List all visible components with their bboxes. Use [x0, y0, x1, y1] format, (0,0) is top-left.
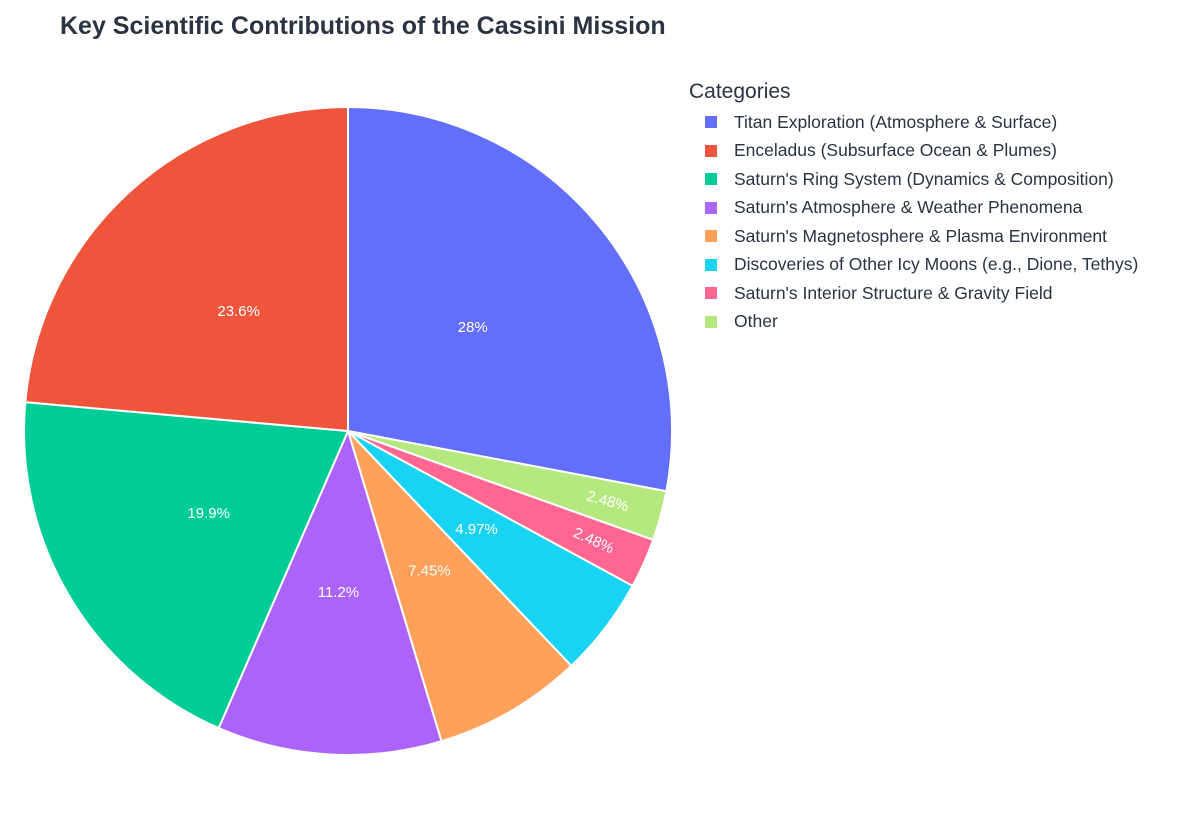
slice-label-1: 23.6%: [217, 303, 260, 320]
chart-title: Key Scientific Contributions of the Cass…: [60, 12, 666, 40]
legend-swatch-4: [705, 230, 717, 243]
legend-swatch-7: [705, 315, 717, 328]
legend-item-3[interactable]: Saturn's Atmosphere & Weather Phenomena: [689, 194, 1138, 223]
pie-chart: 28%2.48%2.48%4.97%7.45%11.2%19.9%23.6%: [23, 105, 673, 756]
legend-item-5[interactable]: Discoveries of Other Icy Moons (e.g., Di…: [689, 251, 1138, 280]
slice-label-3: 11.2%: [318, 584, 359, 601]
legend-label-0: Titan Exploration (Atmosphere & Surface): [734, 111, 1058, 132]
slice-label-4: 7.45%: [408, 563, 451, 580]
legend-label-2: Saturn's Ring System (Dynamics & Composi…: [734, 168, 1114, 189]
pie-slice-4: [347, 430, 573, 743]
legend-label-1: Enceladus (Subsurface Ocean & Plumes): [734, 140, 1057, 161]
slice-label-5: 4.97%: [455, 521, 498, 538]
legend-swatch-5: [705, 258, 717, 271]
legend-label-7: Other: [734, 311, 778, 332]
pie-slice-2: [23, 401, 350, 730]
pie-slice-0: [347, 105, 673, 493]
legend-swatch-2: [705, 173, 717, 186]
legend-label-5: Discoveries of Other Icy Moons (e.g., Di…: [734, 254, 1139, 275]
legend-swatch-1: [705, 144, 717, 157]
legend-item-0[interactable]: Titan Exploration (Atmosphere & Surface): [689, 108, 1138, 137]
legend-item-6[interactable]: Saturn's Interior Structure & Gravity Fi…: [689, 279, 1138, 308]
legend-swatch-0: [705, 116, 717, 129]
legend-swatch-3: [705, 201, 717, 214]
legend-items: Titan Exploration (Atmosphere & Surface)…: [689, 108, 1138, 336]
legend-label-6: Saturn's Interior Structure & Gravity Fi…: [734, 282, 1053, 303]
pie-slice-1: [24, 105, 349, 433]
legend-title: Categories: [689, 80, 791, 103]
legend-label-3: Saturn's Atmosphere & Weather Phenomena: [734, 197, 1083, 218]
legend-item-2[interactable]: Saturn's Ring System (Dynamics & Composi…: [689, 165, 1138, 194]
legend: Categories Titan Exploration (Atmosphere…: [689, 80, 1138, 336]
slice-label-0: 28%: [458, 319, 488, 336]
legend-label-4: Saturn's Magnetosphere & Plasma Environm…: [734, 225, 1107, 246]
legend-swatch-6: [705, 287, 717, 300]
legend-item-7[interactable]: Other: [689, 308, 1138, 337]
legend-item-1[interactable]: Enceladus (Subsurface Ocean & Plumes): [689, 137, 1138, 166]
legend-item-4[interactable]: Saturn's Magnetosphere & Plasma Environm…: [689, 222, 1138, 251]
pie-slice-3: [217, 428, 443, 756]
slice-label-2: 19.9%: [187, 505, 230, 522]
